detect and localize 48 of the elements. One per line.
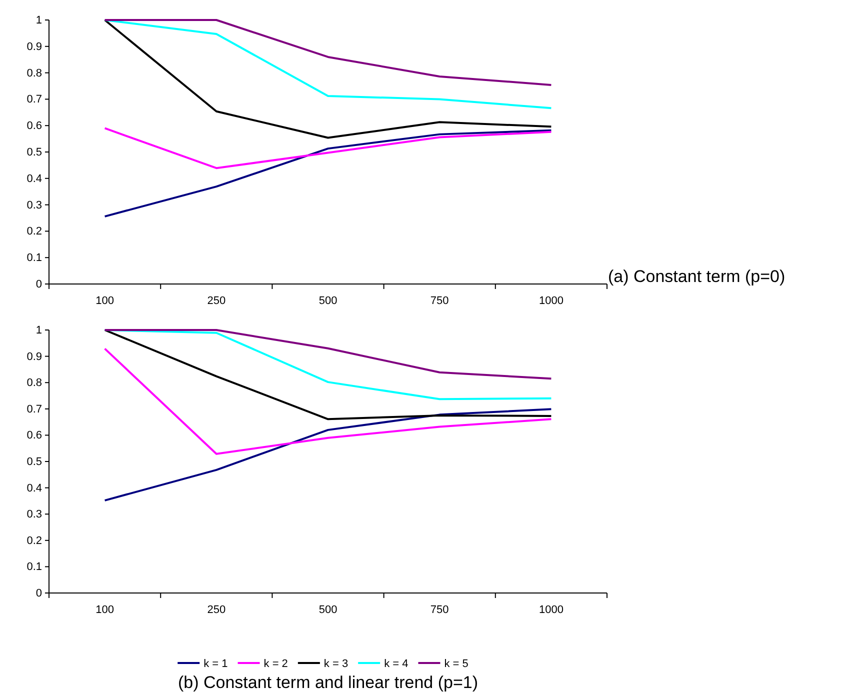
- y-tick-label: 0: [36, 588, 42, 600]
- legend-label: k = 5: [444, 658, 468, 670]
- line-series: [104, 329, 552, 420]
- y-tick-label: 0.1: [26, 252, 42, 264]
- y-tick-label: 0.7: [26, 403, 42, 416]
- line-series: [104, 129, 552, 218]
- legend-label: k = 1: [204, 658, 228, 670]
- x-tick-label: 750: [430, 294, 449, 307]
- y-tick-label: 1: [36, 14, 42, 27]
- text: (b) Constant term and linear trend (p=1): [178, 673, 478, 692]
- line-series: [104, 19, 552, 110]
- y-tick-label: 0.9: [26, 350, 42, 363]
- x-tick-label: 1000: [538, 604, 564, 616]
- y-tick-label: 0.7: [26, 94, 42, 106]
- line-series: [104, 19, 552, 139]
- y-tick-label: 0.2: [26, 534, 42, 547]
- line-series: [104, 329, 552, 380]
- y-tick-label: 0.9: [26, 40, 42, 53]
- y-tick-label: 0.4: [26, 172, 42, 185]
- y-tick-label: 0.1: [26, 561, 42, 574]
- x-tick-label: 100: [96, 294, 114, 307]
- line-series: [104, 19, 552, 86]
- x-tick-label: 250: [207, 294, 226, 307]
- text: (a) Constant term (p=0): [608, 267, 786, 286]
- y-tick-label: 0.8: [26, 67, 42, 80]
- legend-label: k = 4: [384, 658, 408, 670]
- x-tick-label: 250: [207, 604, 226, 616]
- y-tick-label: 0.6: [26, 430, 42, 442]
- legend-label: k = 2: [264, 658, 288, 670]
- y-tick-label: 0.5: [26, 456, 42, 468]
- x-tick-label: 500: [318, 294, 338, 307]
- x-tick-label: 100: [96, 604, 114, 616]
- y-tick-label: 0.3: [26, 199, 42, 212]
- x-tick-label: 750: [430, 604, 449, 616]
- y-tick-label: 0.4: [26, 482, 42, 494]
- legend-label: k = 3: [324, 658, 348, 670]
- x-tick-label: 1000: [538, 294, 564, 307]
- y-tick-label: 0.8: [26, 377, 42, 390]
- y-tick-label: 0.5: [26, 146, 42, 159]
- x-tick-label: 500: [318, 604, 338, 616]
- y-tick-label: 0.6: [26, 120, 42, 132]
- y-tick-label: 1: [36, 324, 42, 337]
- line-series: [104, 408, 552, 502]
- line-series: [104, 127, 552, 170]
- y-tick-label: 0.2: [26, 226, 42, 238]
- y-tick-label: 0: [36, 278, 42, 291]
- line-series: [104, 348, 552, 455]
- y-tick-label: 0.3: [26, 508, 42, 521]
